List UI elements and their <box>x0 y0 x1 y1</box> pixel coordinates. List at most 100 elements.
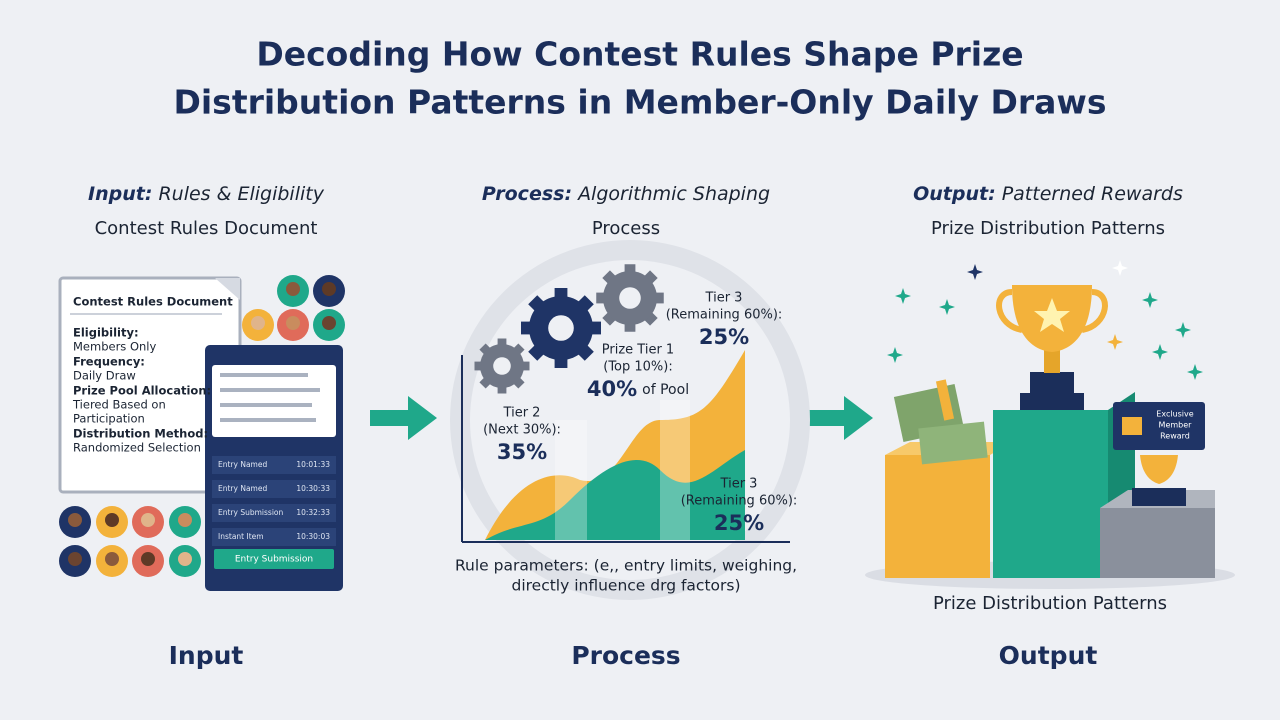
tier-share: 25% <box>714 511 764 535</box>
tier-share: 25% <box>699 325 749 349</box>
entry-name: Instant Item <box>218 532 264 541</box>
tier-name: Tier 3 <box>720 477 758 492</box>
money-stacks <box>893 379 988 465</box>
avatar-face <box>322 316 336 330</box>
heading-label: Input: <box>88 183 152 205</box>
entry-time: 10:01:33 <box>296 460 330 469</box>
sparkle <box>939 299 955 315</box>
tier-share: 40% of Pool <box>587 377 689 401</box>
form-line <box>220 418 316 422</box>
avatar-face <box>178 552 192 566</box>
arrow <box>806 396 873 440</box>
column-heading: Process: Algorithmic Shaping <box>482 183 770 205</box>
tier-share-value: 35% <box>497 440 547 464</box>
entry-row <box>212 504 336 522</box>
title: Distribution Patterns in Member-Only Dai… <box>173 83 1106 122</box>
reward-badge <box>1113 402 1205 450</box>
teal-area <box>485 450 745 540</box>
form-line <box>220 388 320 392</box>
badge-text: Member <box>1159 421 1193 430</box>
entry-row <box>212 456 336 474</box>
gear-hole <box>548 315 574 341</box>
tier-share-suffix: of Pool <box>642 382 689 398</box>
avatar-face <box>286 282 300 296</box>
heading-text: Patterned Rewards <box>1002 183 1183 205</box>
column-subtitle: Prize Distribution Patterns <box>931 218 1165 239</box>
trophy-stem <box>1044 345 1060 373</box>
entry-time: 10:30:33 <box>296 484 330 493</box>
form-line <box>220 403 312 407</box>
tier-detail: (Next 30%): <box>483 423 561 438</box>
column-heading: Input: Rules & Eligibility <box>88 183 325 205</box>
sparkle <box>1112 260 1128 276</box>
avatar-face <box>68 552 82 566</box>
page-fold <box>215 278 240 300</box>
sparkle <box>967 264 983 280</box>
podium-block <box>1100 508 1215 578</box>
small-trophy-cup <box>1140 455 1178 484</box>
trophy <box>996 285 1108 410</box>
avatar-face <box>286 316 300 330</box>
arrow <box>370 396 437 440</box>
trophy-handle <box>1081 289 1108 333</box>
tier-name: Prize Tier 1 <box>602 343 674 358</box>
tier-detail: (Remaining 60%): <box>681 494 798 509</box>
sparkle <box>1107 334 1123 350</box>
avatar-face <box>251 316 265 330</box>
podium-block <box>993 410 1108 578</box>
trophy-star <box>1034 298 1070 332</box>
heading-label: Output: <box>913 183 996 205</box>
gear-hole <box>493 357 511 375</box>
sparkle <box>895 288 911 304</box>
sparkle <box>1187 364 1203 380</box>
gear-hole <box>619 287 641 309</box>
field-label: Prize Pool Allocation: <box>73 384 211 398</box>
podium-block <box>885 455 990 578</box>
column-heading: Output: Patterned Rewards <box>913 183 1183 205</box>
gears <box>474 264 664 394</box>
process-caption: Rule parameters: (e,, entry limits, weig… <box>455 557 797 575</box>
heading-text: Rules & Eligibility <box>158 183 324 205</box>
entry-name: Entry Named <box>218 460 267 469</box>
tier-detail: (Top 10%): <box>603 360 673 375</box>
avatar-face <box>141 552 155 566</box>
entry-row <box>212 480 336 498</box>
sparkle <box>1152 344 1168 360</box>
entry-name: Entry Named <box>218 484 267 493</box>
field-label: Frequency: <box>73 355 145 369</box>
tier-share-value: 40% <box>587 377 637 401</box>
column-subtitle: Contest Rules Document <box>95 218 318 239</box>
badge-text: Reward <box>1160 432 1190 441</box>
avatar-face <box>105 513 119 527</box>
column-footer: Process <box>571 641 680 670</box>
field-value: Randomized Selection <box>73 441 201 455</box>
field-value: Tiered Based on <box>72 398 166 412</box>
entry-time: 10:32:33 <box>296 508 330 517</box>
avatar-face <box>141 513 155 527</box>
avatar-face <box>68 513 82 527</box>
submit-button[interactable] <box>214 549 334 569</box>
process-caption: directly influence drg factors) <box>511 577 740 595</box>
gift-icon <box>1122 417 1142 435</box>
field-value: Members Only <box>73 340 156 354</box>
sparkle <box>1142 292 1158 308</box>
column-footer: Input <box>169 641 244 670</box>
money-stack <box>918 421 988 465</box>
field-value: Daily Draw <box>73 369 136 383</box>
field-label: Eligibility: <box>73 326 139 340</box>
sparkles <box>887 260 1203 380</box>
button-label[interactable]: Entry Submission <box>235 555 313 565</box>
document-title: Contest Rules Document <box>73 295 233 309</box>
avatar-face <box>322 282 336 296</box>
entry-name: Entry Submission <box>218 508 283 517</box>
tier-name: Tier 3 <box>705 291 743 306</box>
tier-detail: (Remaining 60%): <box>666 308 783 323</box>
entry-time: 10:30:03 <box>296 532 330 541</box>
heading-text: Algorithmic Shaping <box>576 183 770 205</box>
trophy-base <box>1020 393 1084 410</box>
tier-share-value: 25% <box>714 511 764 535</box>
form-line <box>220 373 308 377</box>
tier-name: Tier 2 <box>503 406 541 421</box>
